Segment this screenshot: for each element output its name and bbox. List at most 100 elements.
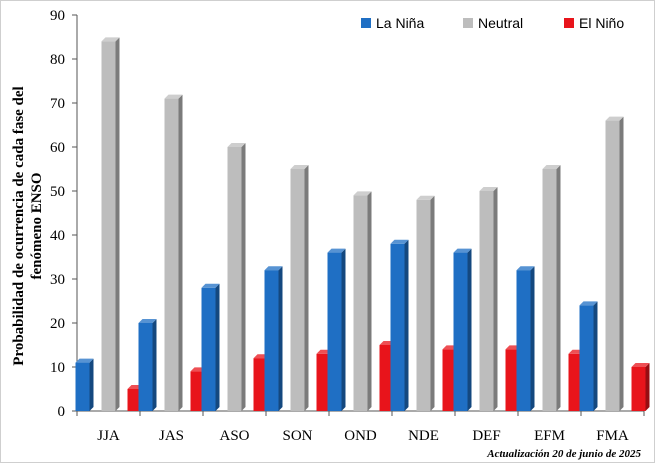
bar bbox=[264, 266, 283, 411]
bar-face bbox=[101, 41, 116, 412]
bar-side bbox=[89, 358, 94, 411]
bar bbox=[327, 248, 346, 411]
bar-top bbox=[101, 37, 120, 42]
bar-top bbox=[631, 363, 650, 367]
bar-side bbox=[556, 165, 561, 411]
bar-face bbox=[516, 270, 531, 411]
bar-side bbox=[404, 239, 409, 411]
bar bbox=[542, 165, 561, 411]
x-tick-label: SON bbox=[282, 428, 312, 444]
bar-top bbox=[516, 266, 535, 271]
y-tick-label: 30 bbox=[50, 272, 65, 288]
bar-side bbox=[341, 248, 346, 411]
bar-top bbox=[453, 248, 472, 253]
legend-item: Neutral bbox=[463, 15, 523, 31]
bar-face bbox=[479, 191, 494, 411]
bar-face bbox=[453, 252, 468, 411]
bar-face bbox=[379, 345, 394, 411]
bar-face bbox=[264, 270, 279, 411]
bar bbox=[579, 301, 598, 411]
bar-face bbox=[390, 243, 405, 411]
bar-face bbox=[127, 389, 142, 411]
legend-swatch bbox=[564, 18, 574, 28]
bar-side bbox=[493, 187, 498, 411]
bar-face bbox=[542, 169, 557, 411]
bar-face bbox=[190, 371, 205, 411]
x-tick-label: FMA bbox=[596, 428, 629, 444]
bar-face bbox=[505, 349, 520, 411]
bar-face bbox=[253, 358, 268, 411]
x-ticks: JJA JAS ASO SON OND NDE DEF EFM FMA bbox=[76, 411, 645, 444]
y-axis-label: Probabilidad de ocurrencia de cada fase … bbox=[11, 86, 45, 365]
bar bbox=[138, 319, 157, 411]
bar bbox=[479, 187, 498, 411]
bar-face bbox=[416, 199, 431, 411]
bar bbox=[516, 266, 535, 411]
bar-face bbox=[164, 98, 179, 411]
bar-top bbox=[327, 248, 346, 253]
bar-side bbox=[367, 191, 372, 411]
bar-top bbox=[605, 116, 624, 121]
bar-top bbox=[479, 187, 498, 191]
legend-label: La Niña bbox=[376, 15, 424, 31]
x-tick-label: JJA bbox=[97, 428, 120, 444]
bar-top bbox=[390, 239, 409, 244]
bar-side bbox=[593, 301, 598, 411]
bar-top bbox=[75, 358, 94, 363]
legend-item: El Niño bbox=[564, 15, 624, 31]
y-ticks: 0 10 20 30 40 50 60 70 80 90 bbox=[50, 8, 77, 420]
y-tick-label: 80 bbox=[50, 52, 65, 68]
bar-side bbox=[241, 143, 246, 411]
bar-top bbox=[201, 283, 220, 288]
y-tick-label: 90 bbox=[50, 8, 65, 24]
bar-face bbox=[605, 120, 620, 411]
legend-swatch bbox=[361, 18, 371, 28]
bar bbox=[227, 143, 246, 411]
bar bbox=[75, 358, 94, 411]
update-footnote: Actualización 20 de junio de 2025 bbox=[486, 448, 641, 460]
bar-face bbox=[201, 287, 216, 411]
bar-side bbox=[467, 248, 472, 411]
bar-side bbox=[530, 266, 535, 411]
bar-face bbox=[579, 305, 594, 411]
bar bbox=[290, 165, 309, 411]
bars bbox=[75, 37, 650, 412]
x-tick-label: JAS bbox=[159, 428, 184, 444]
y-tick-label: 40 bbox=[50, 228, 65, 244]
bar-side bbox=[619, 116, 624, 411]
bar bbox=[353, 191, 372, 411]
bar-face bbox=[290, 169, 305, 411]
bar-top bbox=[264, 266, 283, 271]
legend: La Niña Neutral El Niño bbox=[361, 15, 624, 31]
bar-side bbox=[215, 283, 220, 411]
y-tick-label: 10 bbox=[50, 360, 65, 376]
bar-face bbox=[631, 367, 646, 411]
y-tick-label: 50 bbox=[50, 184, 65, 200]
bar bbox=[453, 248, 472, 411]
bar-face bbox=[227, 147, 242, 411]
bar-face bbox=[568, 353, 583, 411]
y-tick-label: 70 bbox=[50, 96, 65, 112]
bar bbox=[101, 37, 120, 412]
x-tick-label: EFM bbox=[534, 428, 565, 444]
bar-top bbox=[542, 165, 561, 169]
x-tick-label: DEF bbox=[472, 428, 500, 444]
x-tick-label: NDE bbox=[408, 428, 439, 444]
bar bbox=[164, 94, 183, 411]
bar-side bbox=[278, 266, 283, 411]
bar-face bbox=[353, 195, 368, 411]
y-axis-label-line-1: Probabilidad de ocurrencia de cada fase … bbox=[11, 86, 27, 365]
bar-face bbox=[442, 349, 457, 411]
y-tick-label: 20 bbox=[50, 316, 65, 332]
bar bbox=[631, 363, 650, 411]
bar-top bbox=[290, 165, 309, 169]
bar bbox=[390, 239, 409, 411]
bar-top bbox=[579, 301, 598, 306]
bar-face bbox=[327, 252, 342, 411]
y-axis-label-line-2: fenómeno ENSO bbox=[29, 172, 45, 279]
bar-side bbox=[178, 94, 183, 411]
bar-top bbox=[416, 195, 435, 200]
bar-top bbox=[227, 143, 246, 147]
